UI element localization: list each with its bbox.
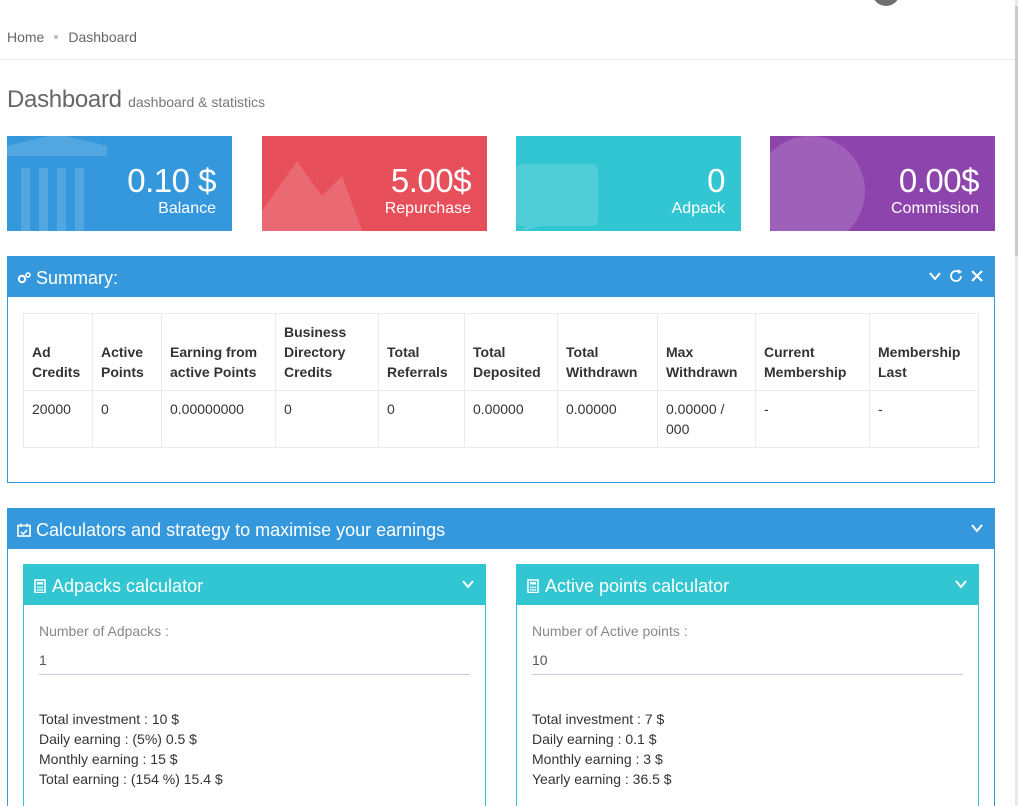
table-cell: 0.00000000 xyxy=(161,390,276,448)
active-points-calculator-portlet: Active points calculator Number of Activ… xyxy=(516,564,979,806)
result-line: Monthly earning : 3 $ xyxy=(532,751,663,767)
stat-value: 5.00$ xyxy=(390,162,472,199)
adpacks-calculator-title: Adpacks calculator xyxy=(52,576,204,596)
breadcrumb-current: Dashboard xyxy=(68,29,137,45)
collapse-chevron-down-icon[interactable] xyxy=(928,269,942,283)
summary-tools xyxy=(928,269,984,283)
page-title: Dashboard dashboard & statistics xyxy=(7,86,265,114)
page-scrollbar[interactable] xyxy=(1015,0,1018,806)
breadcrumb: Home Dashboard xyxy=(7,29,137,45)
collapse-chevron-down-icon[interactable] xyxy=(970,521,984,535)
adpacks-results: Total investment : 10 $ Daily earning : … xyxy=(39,709,223,789)
table-cell: 20000 xyxy=(23,390,93,448)
user-avatar[interactable] xyxy=(872,0,900,6)
cogs-icon xyxy=(17,272,31,284)
collapse-chevron-down-icon[interactable] xyxy=(954,577,968,591)
table-header-cell: Ad Credits xyxy=(23,313,93,391)
strategy-header: Calculators and strategy to maximise you… xyxy=(8,509,994,549)
collapse-chevron-down-icon[interactable] xyxy=(461,577,475,591)
stat-tile-balance[interactable]: 0.10 $ Balance xyxy=(7,136,232,231)
table-cell: 0 xyxy=(378,390,465,448)
calculator-icon xyxy=(34,579,46,593)
table-header-cell: Earning from active Points xyxy=(161,313,276,391)
reload-icon[interactable] xyxy=(949,269,963,283)
active-points-calculator-title: Active points calculator xyxy=(545,576,730,596)
active-points-calculator-tools xyxy=(954,577,968,591)
result-line: Daily earning : (5%) 0.5 $ xyxy=(39,731,197,747)
stat-label: Balance xyxy=(158,200,216,217)
result-line: Daily earning : 0.1 $ xyxy=(532,731,657,747)
summary-title: Summary: xyxy=(36,268,119,288)
globe-icon xyxy=(770,136,865,231)
chart-icon xyxy=(262,161,362,231)
bank-icon xyxy=(7,136,107,231)
strategy-tools xyxy=(970,521,984,535)
active-points-calculator-header: Active points calculator xyxy=(517,565,978,605)
page-title-text: Dashboard xyxy=(7,86,122,113)
table-cell: 0 xyxy=(275,390,379,448)
result-line: Total earning : (154 %) 15.4 $ xyxy=(39,771,223,787)
table-cell: - xyxy=(869,390,979,448)
table-header-cell: Business Directory Credits xyxy=(275,313,379,391)
table-cell: 0.00000 / 000 xyxy=(657,390,756,448)
table-header-cell: Active Points xyxy=(92,313,162,391)
table-header-row: Ad Credits Active Points Earning from ac… xyxy=(23,313,979,391)
active-points-results: Total investment : 7 $ Daily earning : 0… xyxy=(532,709,672,789)
scrollbar-thumb[interactable] xyxy=(1015,6,1018,256)
calculator-icon xyxy=(527,579,539,593)
stat-value: 0 xyxy=(707,162,725,199)
result-line: Yearly earning : 36.5 $ xyxy=(532,771,672,787)
stat-tile-adpack[interactable]: 0 Adpack xyxy=(516,136,741,231)
stat-label: Repurchase xyxy=(384,200,471,217)
result-line: Total investment : 10 $ xyxy=(39,711,180,727)
strategy-portlet: Calculators and strategy to maximise you… xyxy=(7,508,995,806)
stat-label: Adpack xyxy=(671,200,725,217)
summary-table: Ad Credits Active Points Earning from ac… xyxy=(23,313,979,448)
active-points-count-label: Number of Active points : xyxy=(532,623,688,639)
breadcrumb-home-link[interactable]: Home xyxy=(7,29,45,45)
result-line: Total investment : 7 $ xyxy=(532,711,665,727)
adpacks-count-input[interactable] xyxy=(39,645,470,675)
calendar-check-icon xyxy=(17,523,31,537)
table-header-cell: Total Referrals xyxy=(378,313,465,391)
adpacks-count-label: Number of Adpacks : xyxy=(39,623,169,639)
table-row: 20000 0 0.00000000 0 0 0.00000 0.00000 0… xyxy=(23,390,979,448)
stat-label: Commission xyxy=(890,200,979,217)
table-header-cell: Total Deposited xyxy=(464,313,558,391)
adpacks-calculator-header: Adpacks calculator xyxy=(24,565,485,605)
stat-value: 0.00$ xyxy=(898,162,980,199)
stat-value: 0.10 $ xyxy=(127,162,216,199)
close-icon[interactable] xyxy=(970,269,984,283)
summary-portlet: Summary: Ad Credits Active Points Earnin… xyxy=(7,256,995,483)
strategy-title: Calculators and strategy to maximise you… xyxy=(36,520,446,540)
breadcrumb-divider xyxy=(0,59,1015,60)
page-subtitle: dashboard & statistics xyxy=(128,94,266,110)
adpacks-calculator-tools xyxy=(461,577,475,591)
table-header-cell: Membership Last xyxy=(869,313,979,391)
active-points-count-input[interactable] xyxy=(532,645,963,675)
result-line: Monthly earning : 15 $ xyxy=(39,751,178,767)
table-cell: 0.00000 xyxy=(557,390,658,448)
adpacks-calculator-portlet: Adpacks calculator Number of Adpacks : T… xyxy=(23,564,486,806)
table-header-cell: Max Withdrawn xyxy=(657,313,756,391)
table-cell: - xyxy=(755,390,870,448)
table-cell: 0.00000 xyxy=(464,390,558,448)
breadcrumb-separator-icon xyxy=(54,35,59,39)
comments-icon xyxy=(516,164,598,231)
stat-tile-repurchase[interactable]: 5.00$ Repurchase xyxy=(262,136,487,231)
table-cell: 0 xyxy=(92,390,162,448)
table-header-cell: Current Membership xyxy=(755,313,870,391)
summary-header: Summary: xyxy=(8,257,994,297)
stat-tile-commission[interactable]: 0.00$ Commission xyxy=(770,136,995,231)
table-header-cell: Total Withdrawn xyxy=(557,313,658,391)
